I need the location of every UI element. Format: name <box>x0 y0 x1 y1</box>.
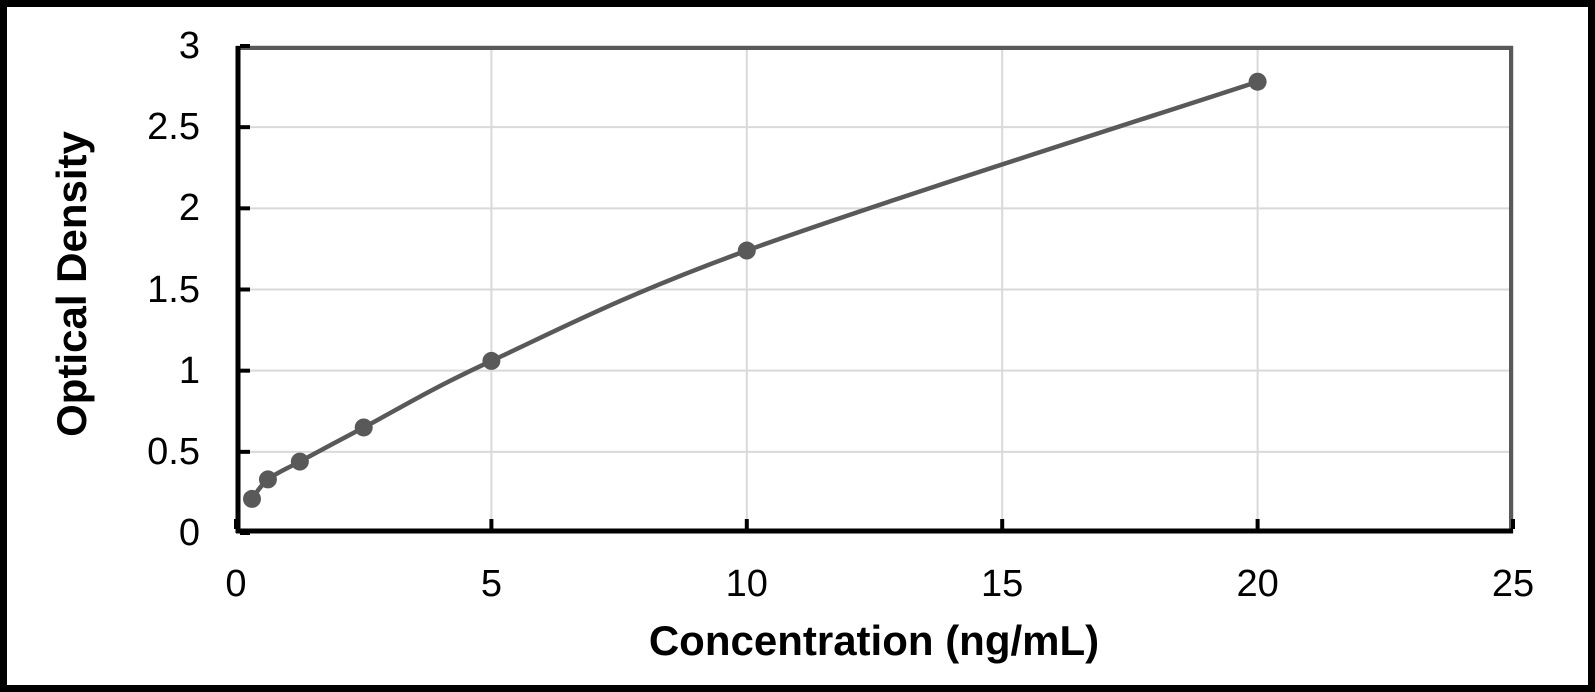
y-tick-label: 2.5 <box>147 106 200 149</box>
data-point-marker <box>242 489 261 508</box>
data-point-marker <box>737 241 756 260</box>
x-axis-title: Concentration (ng/mL) <box>648 617 1100 664</box>
y-tick-label: 3 <box>178 25 200 67</box>
y-tick-label: 2 <box>178 187 200 230</box>
y-tick-label: 0 <box>178 512 200 554</box>
data-point-marker <box>354 418 373 437</box>
plot-area-border <box>236 46 1513 533</box>
data-point-marker <box>290 452 309 471</box>
y-tick-label: 1 <box>178 349 200 392</box>
y-axis-title: Optical Density <box>48 131 95 437</box>
y-tick-label: 1.5 <box>147 268 200 311</box>
data-point-marker <box>482 351 501 370</box>
x-tick-label: 15 <box>981 563 1024 605</box>
x-tick-label: 10 <box>725 563 768 605</box>
x-tick-label: 20 <box>1236 563 1279 605</box>
x-tick-label: 5 <box>480 563 502 605</box>
y-tick-label: 0.5 <box>147 430 200 473</box>
data-point-marker <box>258 470 277 489</box>
x-tick-label: 25 <box>1491 563 1535 605</box>
data-point-marker <box>1248 72 1267 91</box>
x-tick-label: 0 <box>225 563 247 605</box>
